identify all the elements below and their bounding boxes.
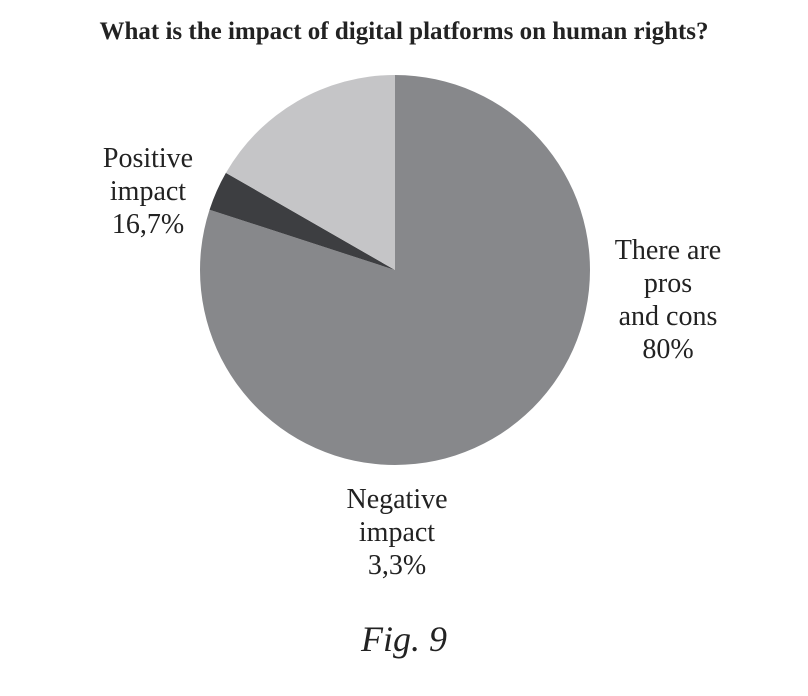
label-line: pros [643,268,693,299]
pie-slice-negative-impact [209,172,395,270]
label-line: Negative [346,484,448,515]
label-value: 16,7% [111,209,185,240]
label-line: impact [358,517,436,548]
chart-title: What is the impact of digital platforms … [99,18,709,45]
label-pros-and-cons: There are pros and cons 80% [568,234,768,366]
label-value: 80% [642,334,694,365]
label-positive-impact: Positive impact 16,7% [48,142,248,241]
label-line: There are [614,235,722,266]
label-line: and cons [618,301,718,332]
label-line: impact [109,176,187,207]
label-negative-impact: Negative impact 3,3% [297,483,497,582]
label-value: 3,3% [367,550,427,581]
pie-slice-positive-impact [225,75,395,270]
figure-caption: Fig. 9 [361,619,447,659]
label-line: Positive [102,143,194,174]
